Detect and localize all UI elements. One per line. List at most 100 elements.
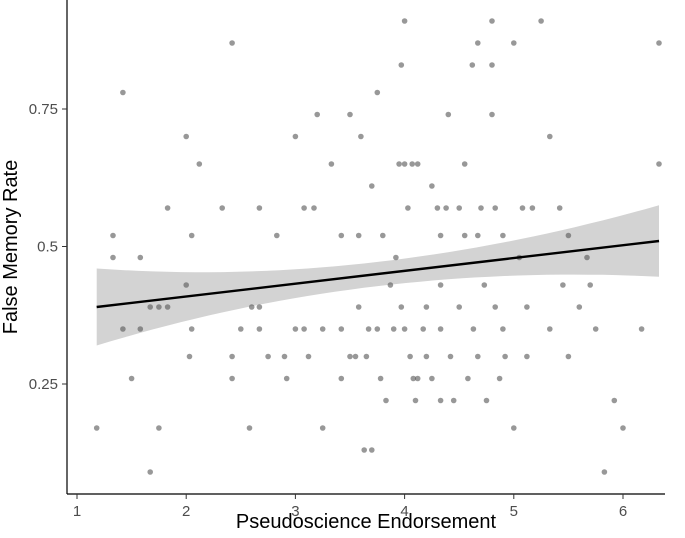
data-point	[183, 282, 189, 288]
data-point	[398, 304, 405, 310]
data-point	[601, 469, 608, 475]
data-point	[352, 353, 359, 360]
data-point	[475, 40, 481, 46]
data-point	[489, 111, 495, 118]
data-point	[301, 205, 307, 211]
data-point	[461, 232, 468, 239]
data-point	[183, 133, 189, 140]
data-point	[374, 89, 381, 96]
data-point	[638, 326, 645, 332]
data-point	[492, 205, 499, 211]
data-point	[437, 282, 444, 288]
data-point	[576, 304, 583, 310]
data-point	[120, 89, 126, 96]
data-point	[396, 161, 402, 167]
data-point	[443, 205, 449, 211]
data-point	[620, 425, 626, 431]
data-point	[489, 18, 495, 24]
data-point	[188, 232, 195, 239]
data-point	[147, 304, 153, 310]
data-point	[529, 205, 536, 211]
data-point	[110, 232, 116, 239]
data-point	[445, 111, 452, 118]
data-point	[383, 397, 389, 404]
data-point	[511, 425, 517, 431]
data-point	[429, 375, 435, 382]
data-point	[328, 161, 335, 167]
data-point	[256, 205, 263, 211]
data-point	[447, 353, 454, 360]
data-point	[414, 375, 421, 382]
data-point	[387, 282, 394, 288]
data-point	[369, 183, 375, 189]
data-point	[219, 205, 225, 211]
data-point	[423, 304, 430, 310]
confidence-band-layer	[96, 205, 659, 346]
data-point	[305, 353, 312, 360]
data-point	[374, 326, 381, 332]
data-point	[450, 397, 457, 404]
data-point	[483, 397, 490, 404]
data-point	[405, 205, 411, 211]
data-point	[355, 232, 362, 239]
data-point	[437, 397, 444, 404]
data-point	[592, 326, 599, 332]
data-point	[120, 326, 126, 332]
data-point	[611, 397, 618, 404]
data-point	[369, 447, 375, 453]
data-point	[164, 205, 171, 211]
data-point	[502, 353, 508, 360]
data-point	[475, 232, 481, 239]
x-tick-label: 4	[400, 503, 408, 520]
data-point	[410, 375, 417, 382]
data-point	[137, 254, 144, 261]
x-tick-label: 2	[182, 503, 190, 520]
data-point	[229, 40, 235, 46]
data-point	[407, 353, 413, 360]
data-point	[319, 425, 326, 431]
data-point	[196, 161, 203, 167]
data-points-layer	[93, 18, 662, 475]
data-point	[256, 304, 263, 310]
data-point	[283, 375, 290, 382]
data-point	[556, 205, 563, 211]
data-point	[475, 353, 481, 360]
data-point	[347, 353, 353, 360]
data-point	[456, 304, 463, 310]
y-tick-label: 0.75	[29, 101, 58, 118]
data-point	[656, 40, 662, 46]
data-point	[164, 304, 171, 310]
data-point	[301, 326, 307, 332]
data-point	[377, 375, 384, 382]
data-point	[311, 205, 317, 211]
x-tick-label: 3	[291, 503, 299, 520]
data-point	[358, 133, 364, 140]
data-point	[414, 161, 421, 167]
data-point	[248, 304, 255, 310]
data-point	[188, 326, 195, 332]
data-point	[338, 326, 345, 332]
data-point	[292, 326, 299, 332]
data-point	[478, 205, 484, 211]
data-point	[500, 326, 506, 332]
data-point	[461, 161, 468, 167]
data-point	[547, 326, 553, 332]
data-point	[409, 161, 416, 167]
data-point	[481, 282, 488, 288]
x-ticks: 1 2 3 4 5 6	[73, 494, 627, 520]
data-point	[147, 469, 153, 475]
y-tick-label: 0.5	[37, 239, 58, 256]
data-point	[156, 425, 162, 431]
y-axis-title: False Memory Rate	[0, 160, 22, 335]
data-point	[229, 375, 235, 382]
data-point	[538, 18, 544, 24]
y-tick-label: 0.25	[29, 376, 58, 393]
data-point	[401, 18, 408, 24]
y-ticks: 0.25 0.5 0.75	[29, 101, 67, 393]
data-point	[412, 397, 419, 404]
data-point	[128, 375, 135, 382]
data-point	[437, 326, 444, 332]
data-point	[519, 205, 526, 211]
x-tick-label: 1	[73, 503, 81, 520]
